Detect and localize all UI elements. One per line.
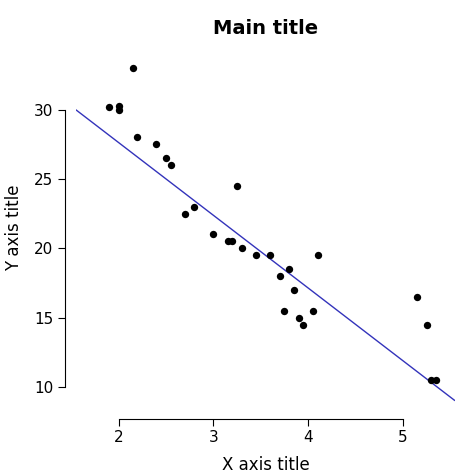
Point: [413, 293, 421, 301]
Point: [153, 141, 160, 148]
X-axis label: X axis title: X axis title: [221, 456, 310, 474]
Point: [224, 237, 231, 245]
Point: [167, 161, 174, 169]
Point: [115, 106, 122, 114]
Point: [210, 231, 217, 238]
Point: [300, 321, 307, 328]
Point: [252, 251, 260, 259]
Y-axis label: Y axis title: Y axis title: [5, 184, 23, 271]
Point: [162, 155, 170, 162]
Point: [290, 286, 298, 294]
Point: [295, 314, 302, 321]
Point: [423, 321, 430, 328]
Point: [428, 376, 435, 384]
Point: [105, 103, 113, 111]
Point: [266, 251, 274, 259]
Point: [285, 265, 293, 273]
Point: [228, 237, 236, 245]
Title: Main title: Main title: [213, 18, 318, 37]
Point: [233, 182, 241, 190]
Point: [129, 64, 137, 72]
Point: [191, 203, 198, 210]
Point: [276, 272, 283, 280]
Point: [115, 102, 122, 109]
Point: [238, 245, 246, 252]
Point: [134, 134, 141, 141]
Point: [309, 307, 317, 314]
Point: [281, 307, 288, 314]
Point: [181, 210, 189, 218]
Point: [432, 376, 440, 384]
Point: [314, 251, 321, 259]
